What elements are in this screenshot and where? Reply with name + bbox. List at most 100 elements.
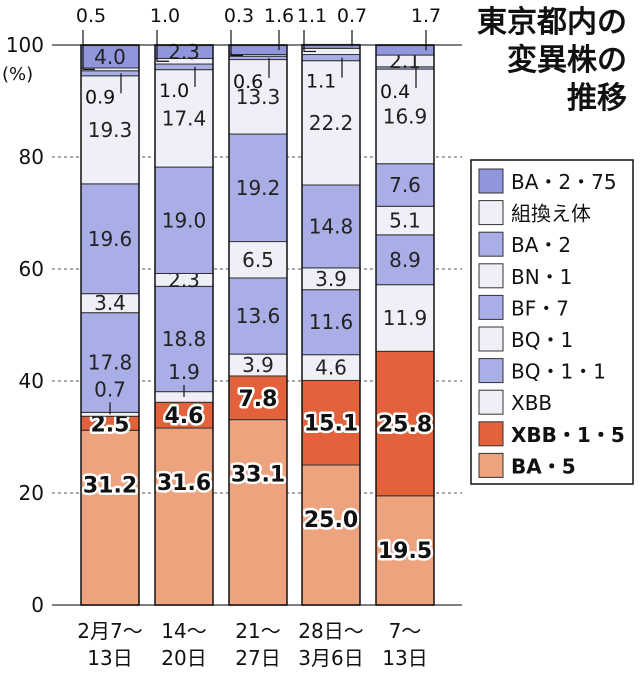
data-label-3-5: 14.8 <box>309 214 354 238</box>
data-label-2-9: 1.6 <box>264 5 294 27</box>
y-tick-0: 0 <box>31 593 44 617</box>
leader-line-0-8 <box>82 30 95 70</box>
legend-swatch-5 <box>478 326 504 352</box>
x-tick-1-0: 14～ <box>161 619 206 643</box>
data-label-3-1: 15.1 <box>304 412 358 437</box>
legend-label-6: BQ・1・1 <box>511 360 606 384</box>
data-label-2-7: 0.6 <box>233 71 263 93</box>
data-label-0-0: 31.2 <box>83 473 137 498</box>
data-label-4-6: 16.9 <box>383 104 428 128</box>
bar-segment-2-9 <box>228 45 288 56</box>
legend-swatch-1 <box>478 200 504 226</box>
bar-segment-2-7 <box>228 55 288 61</box>
y-tick-80: 80 <box>19 145 44 169</box>
legend-label-1: 組換え体 <box>511 202 591 226</box>
data-label-0-2: 0.7 <box>94 377 126 401</box>
data-label-3-4: 3.9 <box>315 267 347 291</box>
y-tick-40: 40 <box>19 369 44 393</box>
y-tick-100: 100 <box>6 33 44 57</box>
data-label-3-7: 1.1 <box>306 71 336 93</box>
legend-label-5: BQ・1 <box>511 328 573 352</box>
bar-segment-1-6 <box>154 69 214 168</box>
data-label-4-7: 0.4 <box>380 81 410 103</box>
bar-segment-3-2 <box>301 354 361 381</box>
legend-label-8: XBB・1・5 <box>511 423 625 447</box>
bar-segment-2-0 <box>228 419 288 606</box>
legend-swatch-9 <box>478 452 504 478</box>
x-tick-3-1: 3月6日 <box>298 646 363 670</box>
x-tick-2-1: 27日 <box>235 646 280 670</box>
bar-segment-1-0 <box>154 427 214 606</box>
data-label-3-0: 25.0 <box>304 508 358 533</box>
bar-segment-4-5 <box>375 163 435 207</box>
data-label-1-6: 17.4 <box>162 106 207 130</box>
bar-segment-0-0 <box>80 429 140 606</box>
data-label-3-8: 1.1 <box>297 5 327 27</box>
legend-label-7: XBB <box>511 391 552 415</box>
legend-swatch-2 <box>478 231 504 257</box>
data-label-4-1: 25.8 <box>378 413 432 438</box>
data-label-1-9: 2.3 <box>168 40 200 64</box>
y-tick-20: 20 <box>19 481 44 505</box>
legend-label-9: BA・5 <box>511 454 576 478</box>
bars: 31.22.517.83.419.619.34.031.64.618.82.31… <box>80 40 435 606</box>
legend-swatch-7 <box>478 389 504 415</box>
leader-line-1-8 <box>156 30 169 62</box>
y-axis-unit: (%) <box>2 64 33 85</box>
bar-outline-3 <box>301 44 361 606</box>
data-label-2-2: 3.9 <box>242 353 274 377</box>
data-label-4-2: 11.9 <box>383 306 428 330</box>
x-tick-0-0: 2月7～ <box>77 619 142 643</box>
legend-label-2: BA・2 <box>511 233 571 257</box>
data-label-0-9: 4.0 <box>94 45 126 69</box>
x-tick-0-1: 13日 <box>87 646 132 670</box>
legend-swatch-0 <box>478 168 504 194</box>
x-tick-1-1: 20日 <box>161 646 206 670</box>
y-tick-60: 60 <box>19 257 44 281</box>
data-label-4-3: 8.9 <box>389 248 421 272</box>
legend-swatch-8 <box>478 421 504 447</box>
bar-segment-3-0 <box>301 464 361 606</box>
legend-swatch-6 <box>478 358 504 384</box>
data-label-4-9: 1.7 <box>411 5 441 27</box>
x-tick-3-0: 28日～ <box>298 619 363 643</box>
data-label-2-8: 0.3 <box>224 5 254 27</box>
data-label-3-6: 22.2 <box>309 111 354 135</box>
bar-outline-1 <box>154 44 214 606</box>
x-tick-2-0: 21～ <box>235 619 280 643</box>
data-label-2-6: 13.3 <box>236 85 281 109</box>
bar-segment-4-6 <box>375 68 435 165</box>
data-label-1-7: 1.0 <box>159 80 189 102</box>
data-label-3-9: 0.7 <box>337 5 367 27</box>
data-label-2-0: 33.1 <box>231 463 285 488</box>
bar-segment-2-3 <box>228 277 288 355</box>
legend-label-4: BF・7 <box>511 296 569 320</box>
data-label-4-5: 7.6 <box>389 173 421 197</box>
data-label-0-8: 0.5 <box>76 5 106 27</box>
data-label-0-4: 3.4 <box>94 291 126 315</box>
title-line-3: 推移 <box>567 81 627 116</box>
x-tick-4-1: 13日 <box>382 646 427 670</box>
title-line-2: 変異株の <box>507 43 627 78</box>
data-label-1-2: 1.9 <box>168 360 200 384</box>
data-label-2-5: 19.2 <box>236 176 281 200</box>
bar-outline-4 <box>375 44 435 606</box>
bar-segment-0-5 <box>80 183 140 295</box>
data-label-1-1: 4.6 <box>165 404 204 429</box>
data-label-4-0: 19.5 <box>378 539 432 564</box>
bar-segment-1-7 <box>154 63 214 71</box>
data-label-0-3: 17.8 <box>88 351 133 375</box>
bar-segment-0-7 <box>80 70 140 77</box>
leader-line-3-8 <box>303 30 316 53</box>
data-label-1-3: 18.8 <box>162 327 207 351</box>
bar-segment-4-1 <box>375 350 435 497</box>
legend-label-3: BN・1 <box>511 265 572 289</box>
bar-segment-0-3 <box>80 312 140 413</box>
data-label-3-2: 4.6 <box>315 356 347 380</box>
data-label-2-1: 7.8 <box>239 387 278 412</box>
legend-swatch-4 <box>478 294 504 320</box>
bar-segment-4-9 <box>375 45 435 56</box>
bar-outline-2 <box>228 44 288 606</box>
y-tick-labels: 0 20 40 60 80 100 <box>6 33 44 617</box>
